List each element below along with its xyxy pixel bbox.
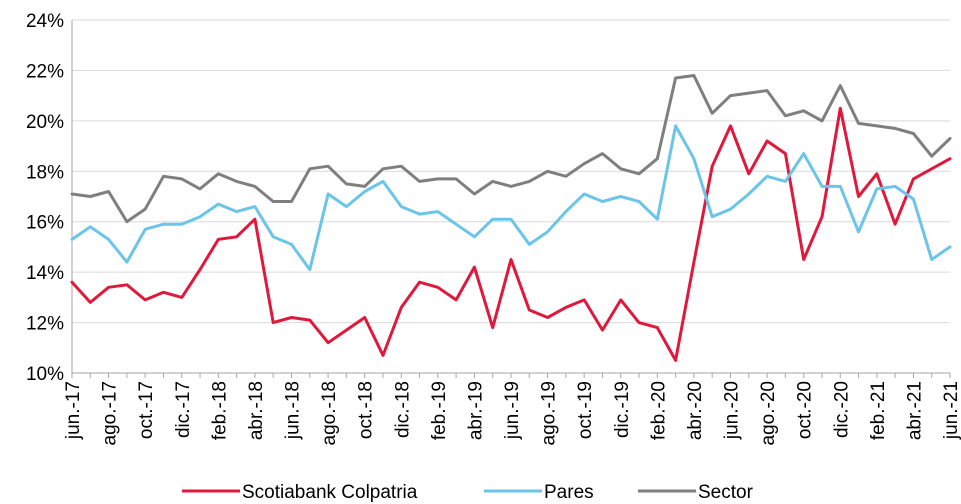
x-tick-label: dic.-17 <box>173 381 194 438</box>
legend-label: Sector <box>698 482 754 503</box>
y-tick-label: 24% <box>26 11 64 32</box>
legend-label: Pares <box>544 482 594 503</box>
y-tick-label: 22% <box>26 61 64 82</box>
x-tick-label: feb.-18 <box>209 381 230 440</box>
x-tick-label: dic.-18 <box>392 381 413 438</box>
x-tick-label: jun.-17 <box>63 381 84 440</box>
legend-label: Scotiabank Colpatria <box>242 482 418 503</box>
y-tick-label: 12% <box>26 314 64 335</box>
x-tick-label: dic.-20 <box>831 381 852 438</box>
x-tick-label: abr.-20 <box>685 381 706 440</box>
x-tick-label: feb.-19 <box>429 381 450 440</box>
x-tick-label: dic.-19 <box>612 381 633 438</box>
x-tick-label: oct.-18 <box>356 381 377 439</box>
x-tick-label: abr.-19 <box>465 381 486 440</box>
x-tick-label: oct.-17 <box>136 381 157 439</box>
axes <box>71 20 951 378</box>
x-tick-label: ago.-20 <box>758 381 779 445</box>
y-tick-label: 18% <box>26 162 64 183</box>
x-tick-label: jun.-19 <box>502 381 523 440</box>
x-tick-label: ago.-18 <box>319 381 340 445</box>
series-line-pares <box>70 124 952 272</box>
legend: Scotiabank Colpatria Pares Sector <box>182 482 754 503</box>
x-tick-label: jun.-21 <box>941 381 961 440</box>
x-tick-label: jun.-18 <box>283 381 304 440</box>
x-axis-tick-labels: jun.-17 ago.-17 oct.-17 dic.-17 feb.-18 abr.-… <box>63 381 961 445</box>
x-tick-label: oct.-20 <box>795 381 816 439</box>
gridlines <box>72 19 950 324</box>
y-tick-label: 20% <box>26 112 64 133</box>
x-tick-label: oct.-19 <box>575 381 596 439</box>
y-tick-label: 14% <box>26 263 64 284</box>
x-tick-label: feb.-21 <box>868 381 889 440</box>
x-tick-label: ago.-17 <box>100 381 121 445</box>
series-lines <box>70 74 952 362</box>
series-line-sector <box>70 74 952 224</box>
x-tick-label: ago.-19 <box>539 381 560 445</box>
x-tick-label: abr.-21 <box>904 381 925 440</box>
y-axis-tick-labels: 10% 12% 14% 16% 18% 20% 22% 24% <box>26 11 64 385</box>
x-tick-label: feb.-20 <box>648 381 669 440</box>
y-tick-label: 16% <box>26 213 64 234</box>
x-tick-label: jun.-20 <box>722 381 743 440</box>
y-tick-label: 10% <box>26 364 64 385</box>
series-line-scotiabank-colpatria <box>70 106 952 362</box>
x-tick-label: abr.-18 <box>246 381 267 440</box>
